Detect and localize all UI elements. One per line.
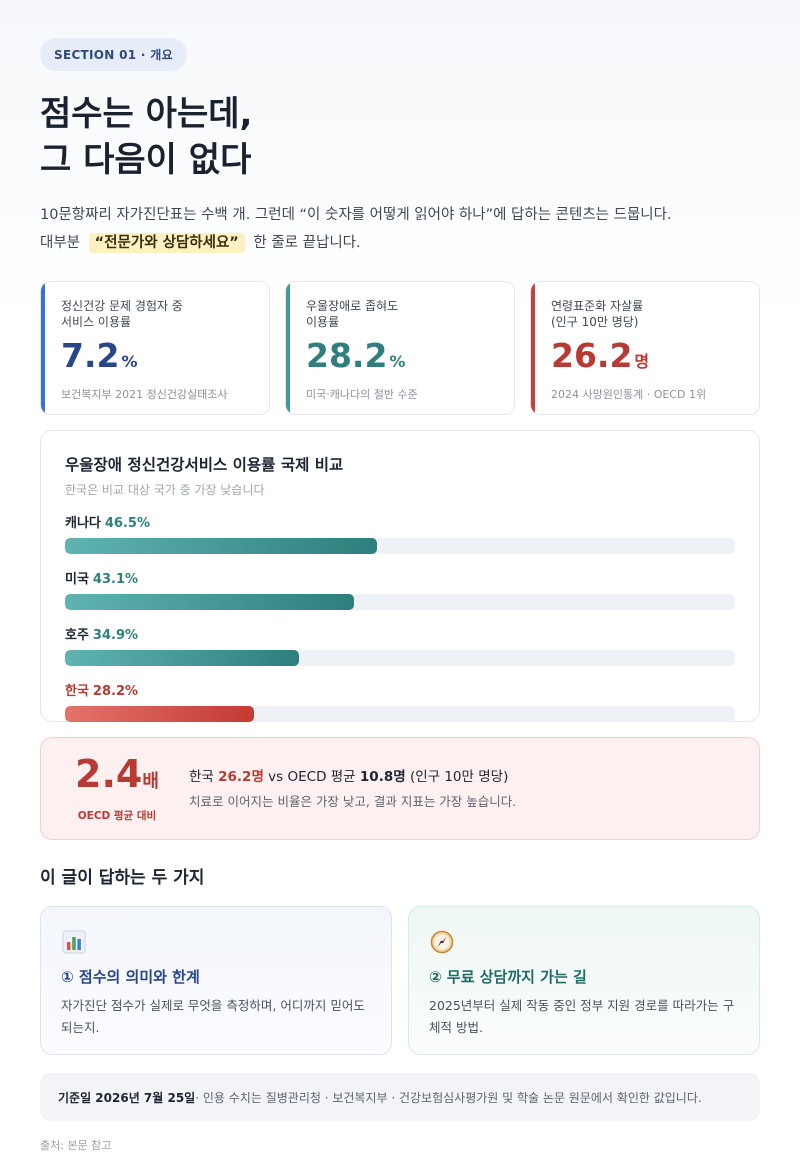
bar-value-label: 43.1% [92,572,139,587]
answer-cards: ① 점수의 의미와 한계 자가진단 점수가 실제로 무엇을 측정하며, 어디까지… [40,906,760,1055]
lead-line-2: 대부분 “전문가와 상담하세요” 한 줄로 끝납니다. [40,229,760,257]
chart-bars: 캐나다 46.5% 미국 43.1% 호주 34.9% 한국 28.2% [65,516,735,722]
answer-card-score-meaning: ① 점수의 의미와 한계 자가진단 점수가 실제로 무엇을 측정하며, 어디까지… [40,906,392,1055]
bar-label: 한국 28.2% [65,684,735,700]
stat-label: 우울장애로 좁혀도 이용률 [306,299,399,329]
headline-line-1: 점수는 아는데, [40,94,253,134]
bar-row: 호주 34.9% [65,628,735,666]
ratio-pre: 한국 [189,769,214,785]
page-headline: 점수는 아는데, 그 다음이 없다 [40,91,760,183]
bar-fill [65,594,354,610]
stat-number: 28.2 [306,336,388,375]
ratio-post: (인구 10만 명당) [409,769,509,785]
stat-value: 26.2 명 [551,336,739,382]
bar-track [65,650,735,666]
bar-value-label: 34.9% [92,628,139,643]
section-pill: SECTION 01 · 개요 [40,38,187,71]
stat-source: 보건복지부 2021 정신건강실태조사 [61,388,228,401]
stat-number: 26.2 [551,336,633,375]
ratio-caption: OECD 평균 대비 [77,810,157,822]
stat-card-suicide-rate: 연령표준화 자살률 (인구 10만 명당) 26.2 명 2024 사망원인통계 … [530,281,760,415]
ratio-callout: 2.4배 OECD 평균 대비 한국 26.2명 vs OECD 평균 10.8… [40,737,760,840]
stat-label: 정신건강 문제 경험자 중 서비스 이용률 [61,299,183,329]
ratio-figure: 2.4배 OECD 평균 대비 [67,754,167,823]
bar-track [65,706,735,722]
bar-value-label: 28.2% [92,684,139,699]
source-note: 출처: 본문 참고 [40,1139,112,1152]
bar-track [65,538,735,554]
reference-date: 기준일 2026년 7월 25일 [58,1090,196,1105]
bar-chart-icon [62,930,86,954]
ratio-mid: vs OECD 평균 [268,769,356,785]
bar-row: 캐나다 46.5% [65,516,735,554]
lead-line-2-post: 한 줄로 끝납니다. [253,235,361,251]
stat-value: 28.2% [306,336,494,382]
stat-unit: % [121,352,138,371]
usage-comparison-chart: 우울장애 정신건강서비스 이용률 국제 비교 한국은 비교 대상 국가 중 가장… [40,430,760,722]
stat-source: 미국·캐나다의 절반 수준 [306,388,418,401]
stat-card-service-usage: 정신건강 문제 경험자 중 서비스 이용률 7.2% 보건복지부 2021 정신… [40,281,270,415]
answer-body: 2025년부터 실제 작동 중인 정부 지원 경로를 따라가는 구체적 방법. [429,998,735,1035]
bar-track [65,594,735,610]
lead-line-2-pre: 대부분 [40,235,81,251]
bar-fill [65,706,254,722]
stat-card-depression-usage: 우울장애로 좁혀도 이용률 28.2% 미국·캐나다의 절반 수준 [285,281,515,415]
chart-subtitle: 한국은 비교 대상 국가 중 가장 낮습니다 [65,483,265,497]
answer-title: ① 점수의 의미와 한계 [61,968,200,986]
reference-date-note: 기준일 2026년 7월 25일 · 인용 수치는 질병관리청 · 보건복지부 … [40,1073,760,1121]
bar-category: 캐나다 [65,516,101,531]
bar-category: 미국 [65,572,89,587]
lead-line-1: 10문항짜리 자가진단표는 수백 개. 그런데 “이 숫자를 어떻게 읽어야 하… [40,207,672,223]
lead-highlight: “전문가와 상담하세요” [88,233,245,253]
headline-line-2: 그 다음이 없다 [40,140,252,180]
ratio-number: 2.4 [75,752,143,796]
reference-note-text: · 인용 수치는 질병관리청 · 보건복지부 · 건강보험심사평가원 및 학술 … [195,1090,702,1105]
chart-title: 우울장애 정신건강서비스 이용률 국제 비교 [65,456,344,474]
oecd-value: 10.8명 [359,769,406,785]
ratio-description: 한국 26.2명 vs OECD 평균 10.8명 (인구 10만 명당) 치료… [189,767,516,810]
answer-body: 자가진단 점수가 실제로 무엇을 측정하며, 어디까지 믿어도 되는지. [61,998,365,1035]
bar-value-label: 46.5% [104,516,150,531]
bar-row: 미국 43.1% [65,572,735,610]
stat-unit: 명 [634,352,650,371]
bar-category: 한국 [65,684,89,699]
answer-title: ② 무료 상담까지 가는 길 [429,968,587,986]
bar-label: 미국 43.1% [65,572,735,588]
bar-fill [65,538,377,554]
bar-label: 캐나다 46.5% [65,516,735,532]
ratio-unit: 배 [142,771,159,792]
bar-fill [65,650,299,666]
bar-label: 호주 34.9% [65,628,735,644]
answer-card-free-counseling: ② 무료 상담까지 가는 길 2025년부터 실제 작동 중인 정부 지원 경로… [408,906,760,1055]
stat-cards: 정신건강 문제 경험자 중 서비스 이용률 7.2% 보건복지부 2021 정신… [40,281,760,415]
bar-category: 호주 [65,628,89,643]
stat-number: 7.2 [61,336,120,375]
page-content: SECTION 01 · 개요 점수는 아는데, 그 다음이 없다 10문항짜리… [40,38,760,1153]
answers-section-title: 이 글이 답하는 두 가지 [40,868,205,888]
stat-unit: % [389,352,406,371]
ratio-value: 2.4배 [67,754,167,802]
bar-row: 한국 28.2% [65,684,735,722]
stat-value: 7.2% [61,336,249,382]
ratio-note: 치료로 이어지는 비율은 가장 낮고, 결과 지표는 가장 높습니다. [189,794,517,809]
lead-paragraph: 10문항짜리 자가진단표는 수백 개. 그런데 “이 숫자를 어떻게 읽어야 하… [40,201,760,257]
stat-source: 2024 사망원인통계 · OECD 1위 [551,388,707,401]
korea-value: 26.2명 [218,769,264,785]
stat-label: 연령표준화 자살률 (인구 10만 명당) [551,299,644,329]
compass-icon [430,930,454,954]
ratio-comparison: 한국 26.2명 vs OECD 평균 10.8명 (인구 10만 명당) [189,767,516,787]
